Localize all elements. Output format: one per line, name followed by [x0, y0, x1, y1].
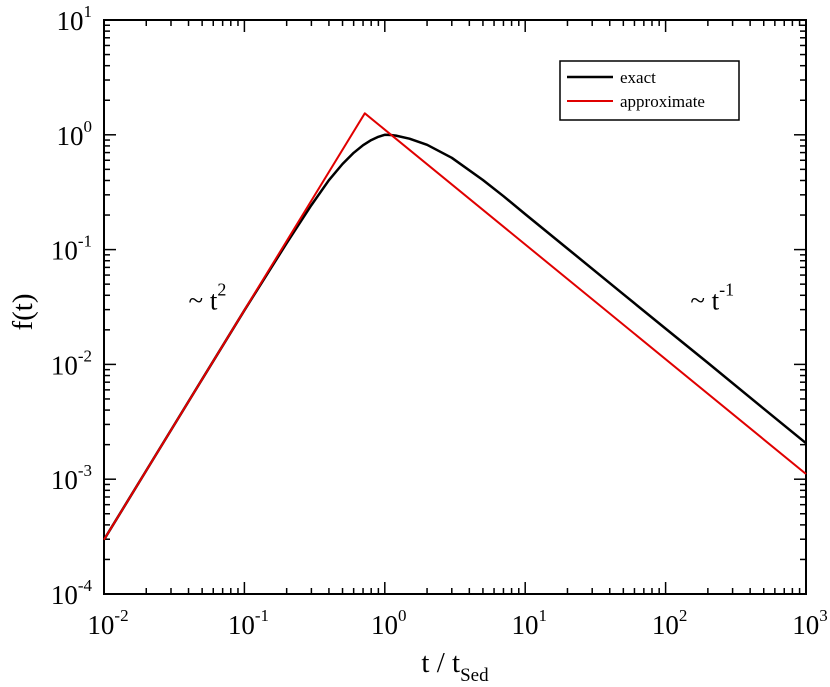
legend-label-exact: exact [620, 68, 656, 87]
slope-annotation-2: ~ t-1 [690, 280, 734, 316]
y-tick-label: 10-4 [51, 576, 93, 610]
slope-annotation-1: ~ t2 [189, 280, 227, 316]
x-axis-label: t / tSed [421, 647, 489, 686]
y-tick-label: 10-2 [51, 346, 92, 380]
series-line-exact [102, 133, 807, 541]
x-tick-label: 102 [652, 606, 688, 640]
x-tick-label: 101 [511, 606, 547, 640]
legend-label-approximate: approximate [620, 92, 705, 111]
legend-box [559, 60, 740, 121]
y-tick-label: 101 [57, 2, 93, 36]
series-line-approximate [103, 112, 807, 541]
x-axis-label-main: t / t [421, 647, 460, 679]
y-tick-label: 10-1 [51, 232, 92, 266]
tick-labels: 10-2 10-1 100 101 102 103 10-4 10-3 10-2 10-1 100 1… [51, 2, 828, 640]
x-tick-label: 100 [371, 606, 407, 640]
tick-marks [103, 19, 807, 595]
y-tick-label: 100 [57, 117, 93, 151]
y-tick-label: 10-3 [51, 461, 92, 495]
plot-frame [103, 19, 807, 595]
x-tick-label: 103 [792, 606, 828, 640]
x-tick-label: 10-1 [228, 606, 269, 640]
legend: exact approximate [559, 60, 740, 121]
x-axis-label-sub: Sed [460, 665, 489, 686]
series-layer [102, 112, 807, 541]
annotations: ~ t2 ~ t-1 [189, 280, 735, 316]
x-tick-label: 10-2 [87, 606, 128, 640]
y-axis-label: f(t) [7, 293, 39, 330]
